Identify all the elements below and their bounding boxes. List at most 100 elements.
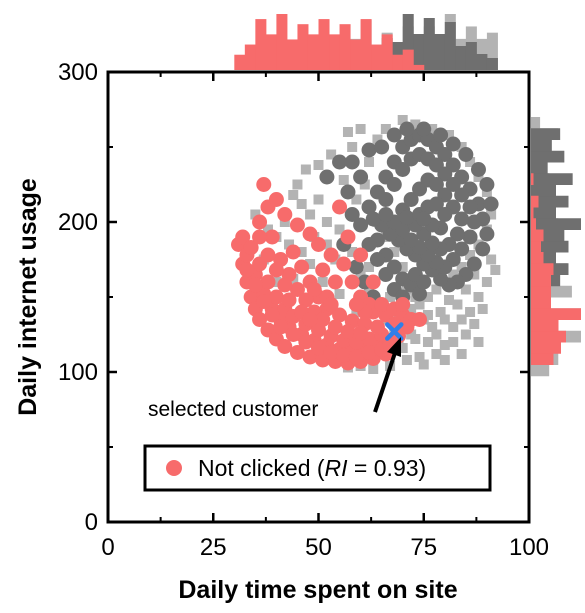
point-square	[347, 142, 358, 152]
point-square	[317, 277, 328, 287]
point-square	[427, 322, 438, 332]
point-square	[385, 292, 396, 302]
point-not-clicked	[302, 226, 318, 242]
point-square	[397, 343, 408, 353]
point-not-clicked	[256, 294, 272, 309]
right-hist-bar	[531, 240, 569, 253]
point-not-clicked	[256, 177, 272, 192]
point-not-clicked	[365, 274, 381, 290]
point-square	[305, 209, 316, 220]
point-square	[250, 209, 261, 220]
point-clicked	[479, 177, 495, 192]
point-square	[456, 262, 467, 272]
point-square	[435, 307, 446, 317]
point-square	[448, 337, 459, 347]
right-hist-bar	[531, 342, 561, 354]
point-square	[401, 355, 412, 365]
point-square	[431, 284, 442, 295]
y-axis-title: Daily internet usage	[14, 178, 42, 416]
point-not-clicked	[243, 240, 259, 255]
point-square	[486, 254, 497, 265]
point-not-clicked	[289, 282, 305, 297]
point-not-clicked	[252, 229, 268, 245]
point-not-clicked	[336, 348, 352, 363]
right-hist-bar	[531, 218, 581, 230]
right-hist-bar	[531, 184, 556, 197]
point-not-clicked	[285, 244, 301, 260]
point-clicked	[433, 127, 449, 143]
point-not-clicked	[336, 256, 352, 272]
point-square	[355, 124, 366, 134]
top-hist-bar	[465, 42, 477, 70]
right-hist-bar	[531, 330, 566, 343]
right-hist-bar	[531, 274, 551, 287]
top-hist-bar	[434, 34, 446, 70]
axis-ticks	[106, 70, 531, 524]
point-square	[427, 124, 438, 134]
point-square	[262, 224, 273, 235]
point-clicked	[403, 192, 419, 207]
point-square	[422, 292, 433, 302]
point-square	[456, 142, 467, 152]
point-clicked	[428, 177, 444, 192]
top-hist-bar	[402, 14, 414, 70]
point-not-clicked	[252, 312, 268, 327]
point-square	[292, 179, 303, 190]
point-square	[490, 265, 501, 275]
point-square	[313, 194, 324, 205]
top-hist-bar	[276, 14, 288, 70]
point-clicked	[344, 154, 360, 170]
point-square	[364, 157, 375, 167]
point-square	[422, 337, 433, 347]
point-clicked	[458, 147, 474, 162]
right-hist-bar	[531, 173, 573, 185]
point-clicked	[416, 211, 432, 227]
point-square	[431, 349, 442, 359]
point-square	[456, 314, 467, 325]
point-clicked	[466, 214, 482, 230]
point-not-clicked	[289, 217, 305, 233]
top-hist-bar	[297, 24, 309, 71]
point-square	[410, 119, 421, 130]
top-hist-bar	[413, 64, 425, 70]
point-not-clicked	[332, 307, 348, 323]
point-not-clicked	[369, 319, 385, 335]
point-not-clicked	[361, 345, 377, 360]
right-hist-bar	[531, 195, 539, 208]
point-square	[351, 194, 362, 205]
annotation-arrow-shaft	[373, 346, 399, 413]
point-clicked	[437, 166, 453, 182]
legend-label-prefix: Not clicked (	[198, 455, 325, 481]
point-clicked	[319, 169, 335, 185]
point-clicked	[378, 267, 394, 282]
point-square	[414, 352, 425, 362]
x-tick-label: 75	[410, 534, 437, 561]
point-not-clicked	[344, 274, 360, 290]
legend-label-not-clicked: Not clicked (RI = 0.93)	[198, 455, 426, 481]
point-clicked	[416, 121, 432, 137]
top-hist-bar	[350, 39, 362, 70]
point-not-clicked	[311, 237, 326, 252]
point-clicked	[483, 196, 499, 212]
point-square	[444, 130, 455, 140]
point-not-clicked	[260, 274, 276, 290]
point-clicked	[348, 259, 364, 275]
point-square	[439, 340, 450, 350]
point-not-clicked	[311, 340, 326, 356]
annotation-arrow-head	[387, 337, 401, 357]
right-hist-bar	[531, 218, 536, 230]
point-clicked	[454, 187, 470, 203]
top-hist-bar	[318, 19, 330, 70]
point-square	[460, 329, 471, 340]
right-hist-bar	[531, 207, 534, 219]
point-clicked	[454, 211, 470, 227]
point-square	[271, 277, 282, 287]
point-clicked	[353, 169, 369, 185]
point-clicked	[416, 274, 432, 290]
point-not-clicked	[294, 259, 310, 275]
point-square	[305, 259, 316, 269]
right-hist-bar	[531, 240, 541, 253]
point-square	[465, 250, 476, 260]
top-marginal-histogram	[234, 14, 498, 71]
point-square	[452, 299, 463, 310]
